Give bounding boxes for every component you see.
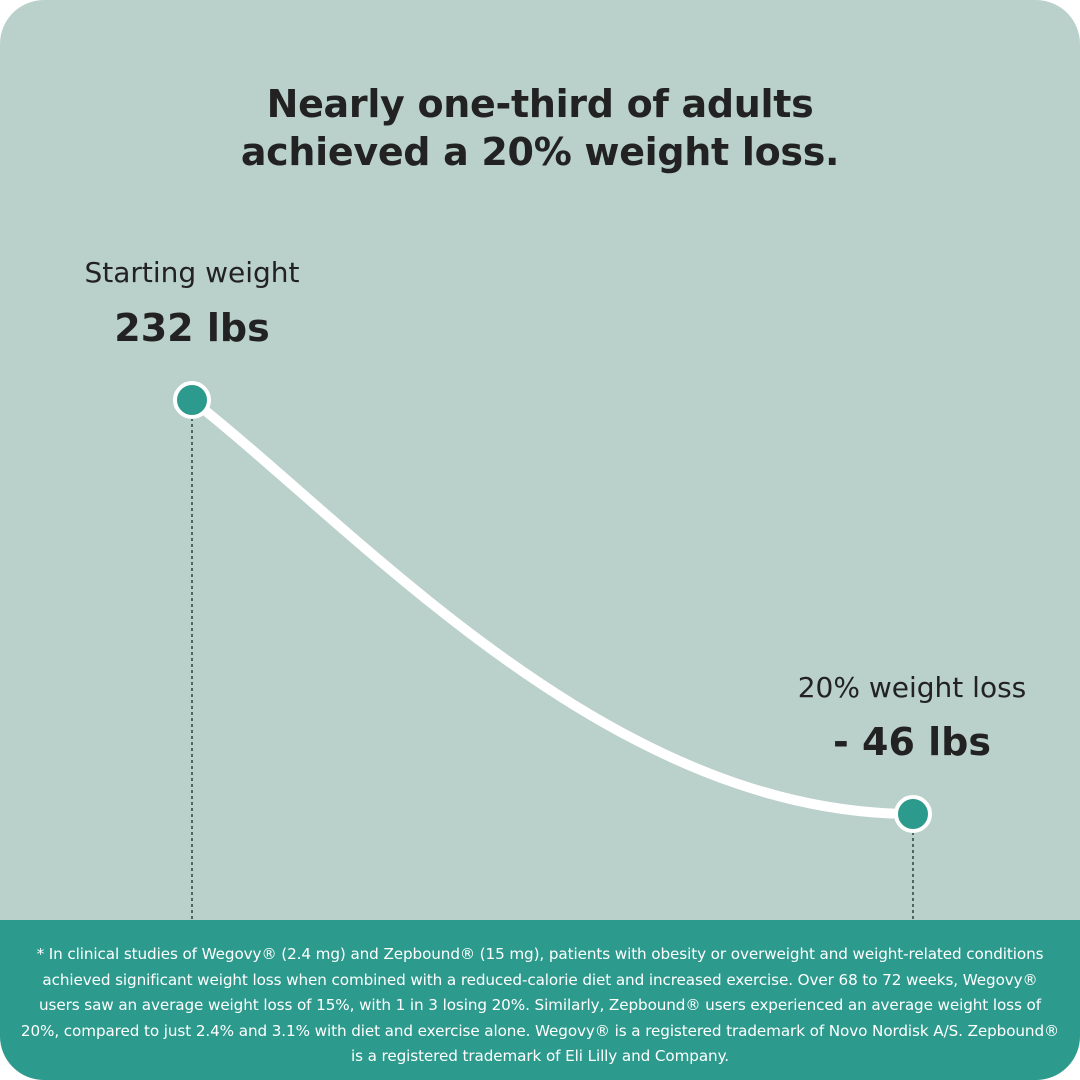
headline: Nearly one-third of adults achieved a 20… — [140, 80, 940, 176]
headline-line-2: achieved a 20% weight loss. — [240, 130, 840, 174]
end-weight-marker — [894, 795, 932, 833]
start-weight-value: 232 lbs — [114, 306, 270, 350]
start-weight-marker — [173, 381, 211, 419]
footer-panel: * In clinical studies of Wegovy® (2.4 mg… — [0, 920, 1080, 1080]
weight-loss-curve — [187, 395, 918, 819]
end-weight-value: - 46 lbs — [833, 720, 991, 764]
headline-line-1: Nearly one-third of adults — [266, 82, 814, 126]
start-weight-label: Starting weight — [84, 256, 300, 289]
weight-loss-chart — [173, 381, 932, 920]
end-weight-label: 20% weight loss — [797, 671, 1027, 704]
footnote-text: * In clinical studies of Wegovy® (2.4 mg… — [20, 945, 1060, 1065]
